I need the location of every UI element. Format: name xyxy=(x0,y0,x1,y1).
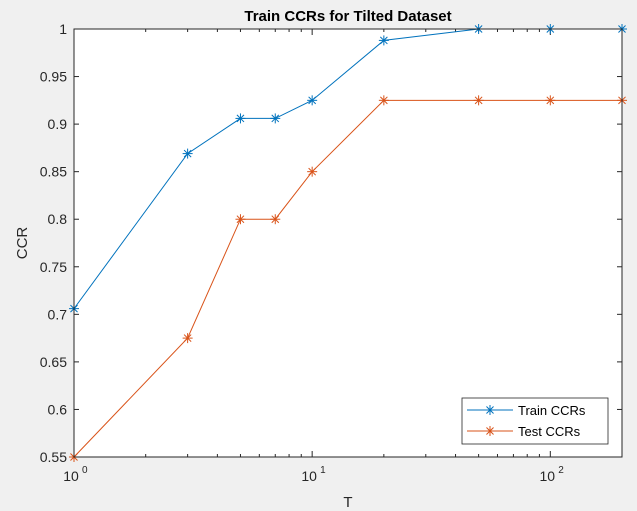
x-tick-label: 10 xyxy=(301,468,317,484)
x-tick-exponent: 1 xyxy=(320,465,326,476)
marker-stroke xyxy=(308,96,317,105)
y-tick-label: 0.65 xyxy=(40,354,67,370)
chart-title: Train CCRs for Tilted Dataset xyxy=(244,8,451,25)
data-point xyxy=(307,166,318,177)
data-point xyxy=(307,95,318,106)
y-tick-label: 0.9 xyxy=(48,116,68,132)
y-tick-label: 0.85 xyxy=(40,164,67,180)
marker-stroke xyxy=(546,96,555,105)
marker-stroke xyxy=(236,114,245,123)
data-point xyxy=(378,95,389,106)
data-point xyxy=(378,35,389,46)
axes-box xyxy=(73,28,623,458)
legend-label: Test CCRs xyxy=(518,424,581,439)
marker-stroke xyxy=(183,149,192,158)
marker-stroke xyxy=(474,96,483,105)
y-tick-label: 0.95 xyxy=(40,69,67,85)
y-tick-label: 0.55 xyxy=(40,449,67,465)
axes-background xyxy=(74,29,622,457)
marker-stroke xyxy=(379,36,388,45)
data-point xyxy=(182,333,193,344)
y-tick-label: 0.6 xyxy=(48,401,68,417)
x-tick-label: 10 xyxy=(540,468,556,484)
marker-stroke xyxy=(486,406,494,414)
legend: Train CCRs Test CCRs xyxy=(461,397,609,445)
data-point xyxy=(235,113,246,124)
marker-stroke xyxy=(379,96,388,105)
data-point xyxy=(235,214,246,225)
marker-stroke xyxy=(236,215,245,224)
data-point xyxy=(270,214,281,225)
marker-stroke xyxy=(308,167,317,176)
data-point xyxy=(182,148,193,159)
marker-stroke xyxy=(271,215,280,224)
data-point xyxy=(270,113,281,124)
data-point xyxy=(473,95,484,106)
marker-stroke xyxy=(486,427,494,435)
y-tick-label: 0.8 xyxy=(48,211,68,227)
legend-marker xyxy=(485,405,495,415)
y-tick-label: 0.75 xyxy=(40,259,67,275)
x-tick-exponent: 2 xyxy=(558,465,564,476)
data-point xyxy=(545,95,556,106)
legend-marker xyxy=(485,426,495,436)
legend-box xyxy=(461,397,609,445)
x-tick-label: 10 xyxy=(63,468,79,484)
y-tick-label: 0.7 xyxy=(48,306,68,322)
x-axis-label: T xyxy=(343,494,352,511)
marker-stroke xyxy=(183,334,192,343)
x-tick-exponent: 0 xyxy=(82,465,88,476)
y-tick-label: 1 xyxy=(59,21,67,37)
x-tick-labels: 10 0 10 1 10 2 xyxy=(63,465,564,484)
y-axis-label: CCR xyxy=(14,227,31,260)
legend-label: Train CCRs xyxy=(518,403,586,418)
y-tick-labels: 0.55 0.6 0.65 0.7 0.75 0.8 0.85 0.9 0.95 1 xyxy=(40,21,67,465)
marker-stroke xyxy=(271,114,280,123)
